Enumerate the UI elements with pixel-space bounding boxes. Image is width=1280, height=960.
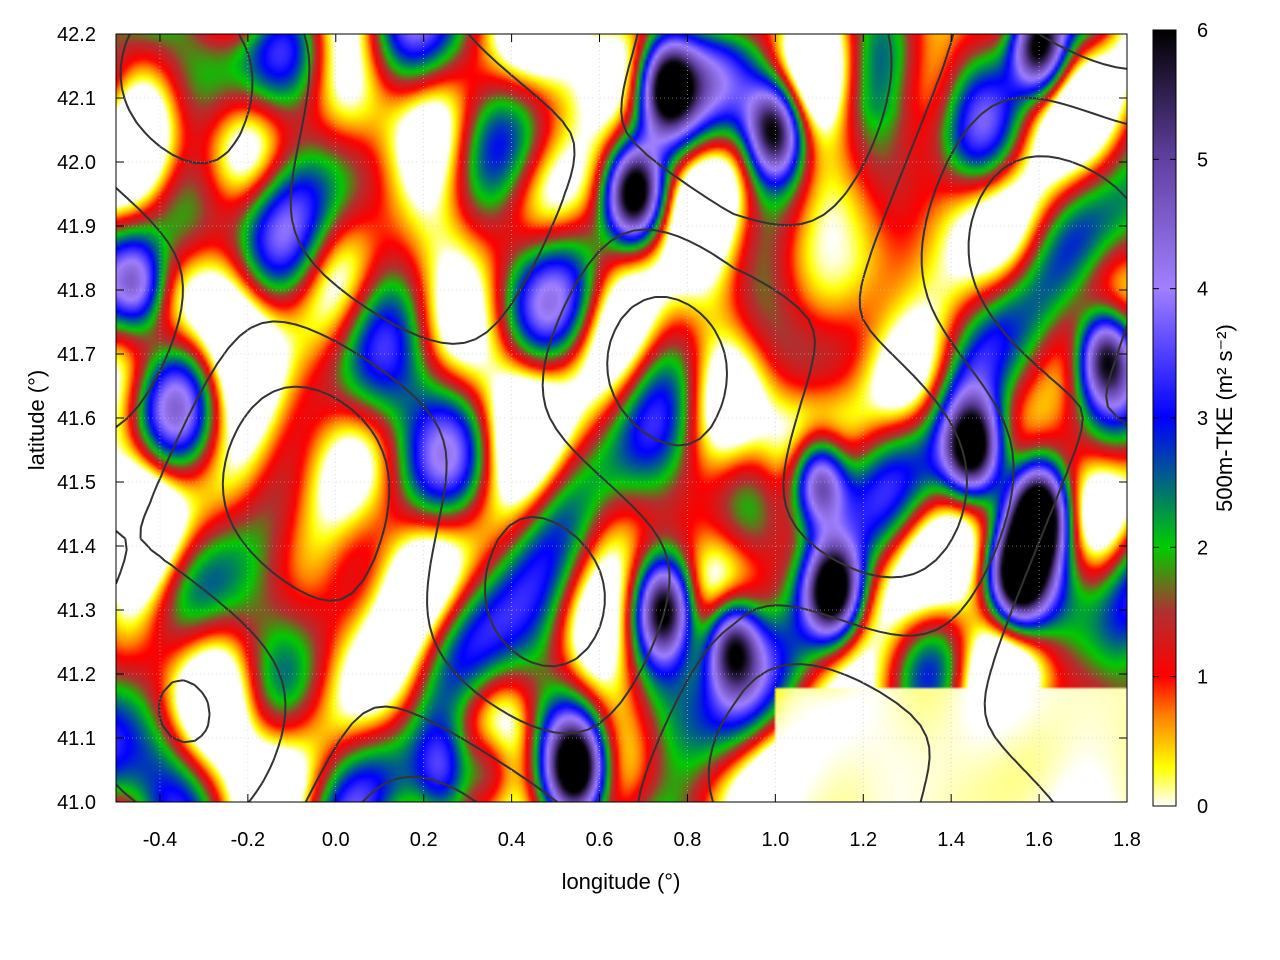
y-tick-label: 41.3 — [57, 600, 96, 622]
x-tick-label: 0.2 — [410, 829, 438, 851]
y-tick-label: 42.1 — [57, 88, 96, 110]
colorbar-title: 500m-TKE (m² s⁻²) — [1212, 324, 1237, 512]
colorbar-tick-label: 4 — [1197, 279, 1208, 301]
tke-field — [116, 34, 1127, 802]
y-tick-label: 41.9 — [57, 216, 96, 238]
y-tick-label: 41.1 — [57, 728, 96, 750]
x-tick-label: 1.0 — [761, 829, 789, 851]
x-tick-label: 1.4 — [937, 829, 965, 851]
colorbar-tick-label: 2 — [1197, 537, 1208, 559]
y-axis: 41.0 41.1 41.2 41.3 41.4 41.5 41.6 41.7 41.8 41.9… — [57, 24, 1127, 814]
colorbar-ticks: 0 1 2 3 4 5 6 — [1153, 20, 1208, 818]
y-tick-label: 41.0 — [57, 792, 96, 814]
x-axis-title: longitude (°) — [562, 869, 681, 894]
terrain-contours — [116, 34, 1127, 802]
contour-line-2 — [116, 34, 1127, 802]
y-tick-label: 42.0 — [57, 152, 96, 174]
contour-line-3 — [116, 34, 893, 744]
x-tick-label: -0.4 — [143, 829, 177, 851]
x-tick-label: -0.2 — [231, 829, 265, 851]
y-axis-title: latitude (°) — [24, 370, 49, 471]
colorbar-tick-label: 1 — [1197, 667, 1208, 689]
y-tick-label: 41.2 — [57, 664, 96, 686]
y-tick-label: 42.2 — [57, 24, 96, 46]
colorbar-tick-label: 0 — [1197, 796, 1208, 818]
x-tick-label: 0.4 — [498, 829, 526, 851]
x-tick-label: 0.6 — [586, 829, 614, 851]
x-axis: -0.4 -0.2 0.0 0.2 0.4 0.6 0.8 1.0 1.2 1.4 1.6 1.8 — [143, 34, 1141, 851]
x-tick-label: 1.2 — [849, 829, 877, 851]
x-tick-label: 0.0 — [322, 829, 350, 851]
colorbar: 0 1 2 3 4 5 6 500m-TKE (m² s⁻²) — [1152, 20, 1237, 818]
y-tick-label: 41.4 — [57, 536, 96, 558]
y-tick-label: 41.7 — [57, 344, 96, 366]
x-tick-label: 1.6 — [1025, 829, 1053, 851]
y-tick-label: 41.8 — [57, 280, 96, 302]
colorbar-tick-label: 3 — [1197, 408, 1208, 430]
x-tick-label: 1.8 — [1113, 829, 1141, 851]
colorbar-tick-label: 6 — [1197, 20, 1208, 42]
plot-area — [115, 33, 1128, 803]
y-tick-label: 41.6 — [57, 408, 96, 430]
colorbar-tick-label: 5 — [1197, 149, 1208, 171]
contour-line-1 — [221, 96, 1127, 802]
y-tick-label: 41.5 — [57, 472, 96, 494]
x-tick-label: 0.8 — [674, 829, 702, 851]
grid-lines — [116, 33, 1128, 803]
